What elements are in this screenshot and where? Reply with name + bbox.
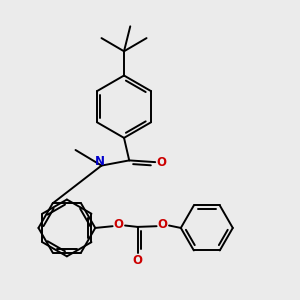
Text: O: O	[114, 218, 124, 231]
Text: O: O	[158, 218, 168, 231]
Text: O: O	[133, 254, 142, 267]
Text: O: O	[156, 156, 167, 169]
Text: N: N	[95, 155, 105, 168]
